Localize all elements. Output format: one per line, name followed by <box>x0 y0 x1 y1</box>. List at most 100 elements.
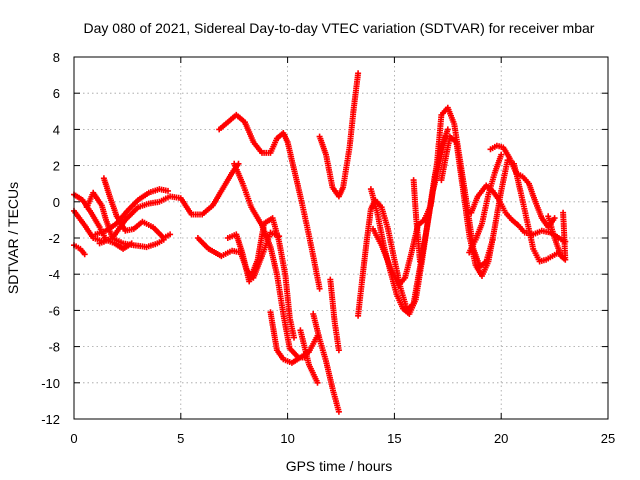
plus-markers <box>96 160 242 247</box>
series-track-22 <box>466 151 505 256</box>
data-point <box>293 168 295 170</box>
data-point <box>197 237 199 239</box>
data-point <box>167 190 169 192</box>
y-tick-label: -2 <box>48 231 60 246</box>
data-point <box>207 248 210 250</box>
data-point <box>156 242 159 245</box>
data-point <box>231 249 233 252</box>
data-point <box>500 190 503 192</box>
data-point <box>400 287 402 290</box>
data-point <box>508 157 511 160</box>
data-point <box>269 152 272 154</box>
data-point <box>113 242 116 245</box>
series-track-14 <box>310 311 342 415</box>
plus-markers <box>224 215 297 341</box>
data-point <box>541 230 543 232</box>
y-tick-label: 8 <box>53 50 60 65</box>
y-tick-label: 0 <box>53 195 60 210</box>
data-point <box>372 228 374 230</box>
data-point <box>481 275 483 277</box>
data-point <box>404 277 406 279</box>
data-point <box>325 360 327 362</box>
data-point <box>282 358 285 361</box>
data-point <box>553 237 556 239</box>
data-point <box>124 219 127 221</box>
plus-markers <box>194 229 283 281</box>
data-point <box>455 141 458 143</box>
data-point <box>515 172 517 174</box>
data-point <box>342 186 344 189</box>
data-point <box>494 172 496 174</box>
data-point <box>92 192 94 194</box>
data-point <box>487 260 490 263</box>
data-point <box>312 255 315 257</box>
data-point <box>553 217 556 219</box>
data-point <box>560 255 562 257</box>
data-point <box>481 222 483 225</box>
x-tick-label: 0 <box>70 431 77 446</box>
data-point <box>276 349 278 352</box>
data-point <box>237 163 240 165</box>
data-series <box>71 70 569 415</box>
data-point <box>276 137 278 140</box>
data-point <box>261 255 263 257</box>
data-point <box>271 217 274 219</box>
data-point <box>331 387 334 390</box>
data-point <box>376 211 379 214</box>
data-point <box>162 237 165 239</box>
data-point <box>250 206 253 208</box>
data-point <box>541 217 543 219</box>
data-point <box>122 248 124 250</box>
data-point <box>532 233 534 236</box>
data-point <box>316 382 319 384</box>
data-point <box>98 226 101 228</box>
data-point <box>282 132 285 134</box>
series-track-20 <box>410 177 423 265</box>
data-point <box>532 248 534 250</box>
data-point <box>126 210 129 212</box>
data-point <box>538 260 541 263</box>
data-point <box>348 146 351 149</box>
data-point <box>133 244 135 246</box>
data-point <box>233 163 235 165</box>
data-point <box>288 316 291 319</box>
data-point <box>318 338 321 341</box>
data-point <box>562 211 564 214</box>
data-point <box>81 199 84 201</box>
series-track-9 <box>216 111 323 292</box>
data-point <box>291 362 293 364</box>
data-point <box>474 239 477 241</box>
data-point <box>90 211 92 214</box>
data-point <box>547 215 549 218</box>
data-point <box>393 258 396 261</box>
data-point <box>111 237 114 239</box>
data-point <box>415 298 417 301</box>
data-point <box>148 192 150 194</box>
plus-markers <box>310 311 342 415</box>
series-track-24 <box>487 142 558 231</box>
data-point <box>361 277 364 279</box>
data-point <box>545 258 547 261</box>
data-point <box>312 313 315 315</box>
series-track-13 <box>297 327 321 386</box>
data-point <box>387 228 389 230</box>
series-track-21 <box>438 133 562 279</box>
data-point <box>564 258 567 261</box>
data-point <box>141 220 144 223</box>
data-point <box>551 255 554 257</box>
data-point <box>370 188 372 190</box>
data-point <box>263 222 265 225</box>
data-point <box>502 146 505 149</box>
data-point <box>338 195 340 198</box>
data-point <box>440 114 443 116</box>
y-tick-label: 2 <box>53 159 60 174</box>
data-point <box>115 215 118 218</box>
series-track-7 <box>96 160 242 247</box>
data-point <box>278 240 280 243</box>
data-point <box>498 199 500 201</box>
data-point <box>269 246 272 248</box>
data-point <box>269 311 272 314</box>
data-point <box>402 307 404 310</box>
data-point <box>365 240 368 243</box>
